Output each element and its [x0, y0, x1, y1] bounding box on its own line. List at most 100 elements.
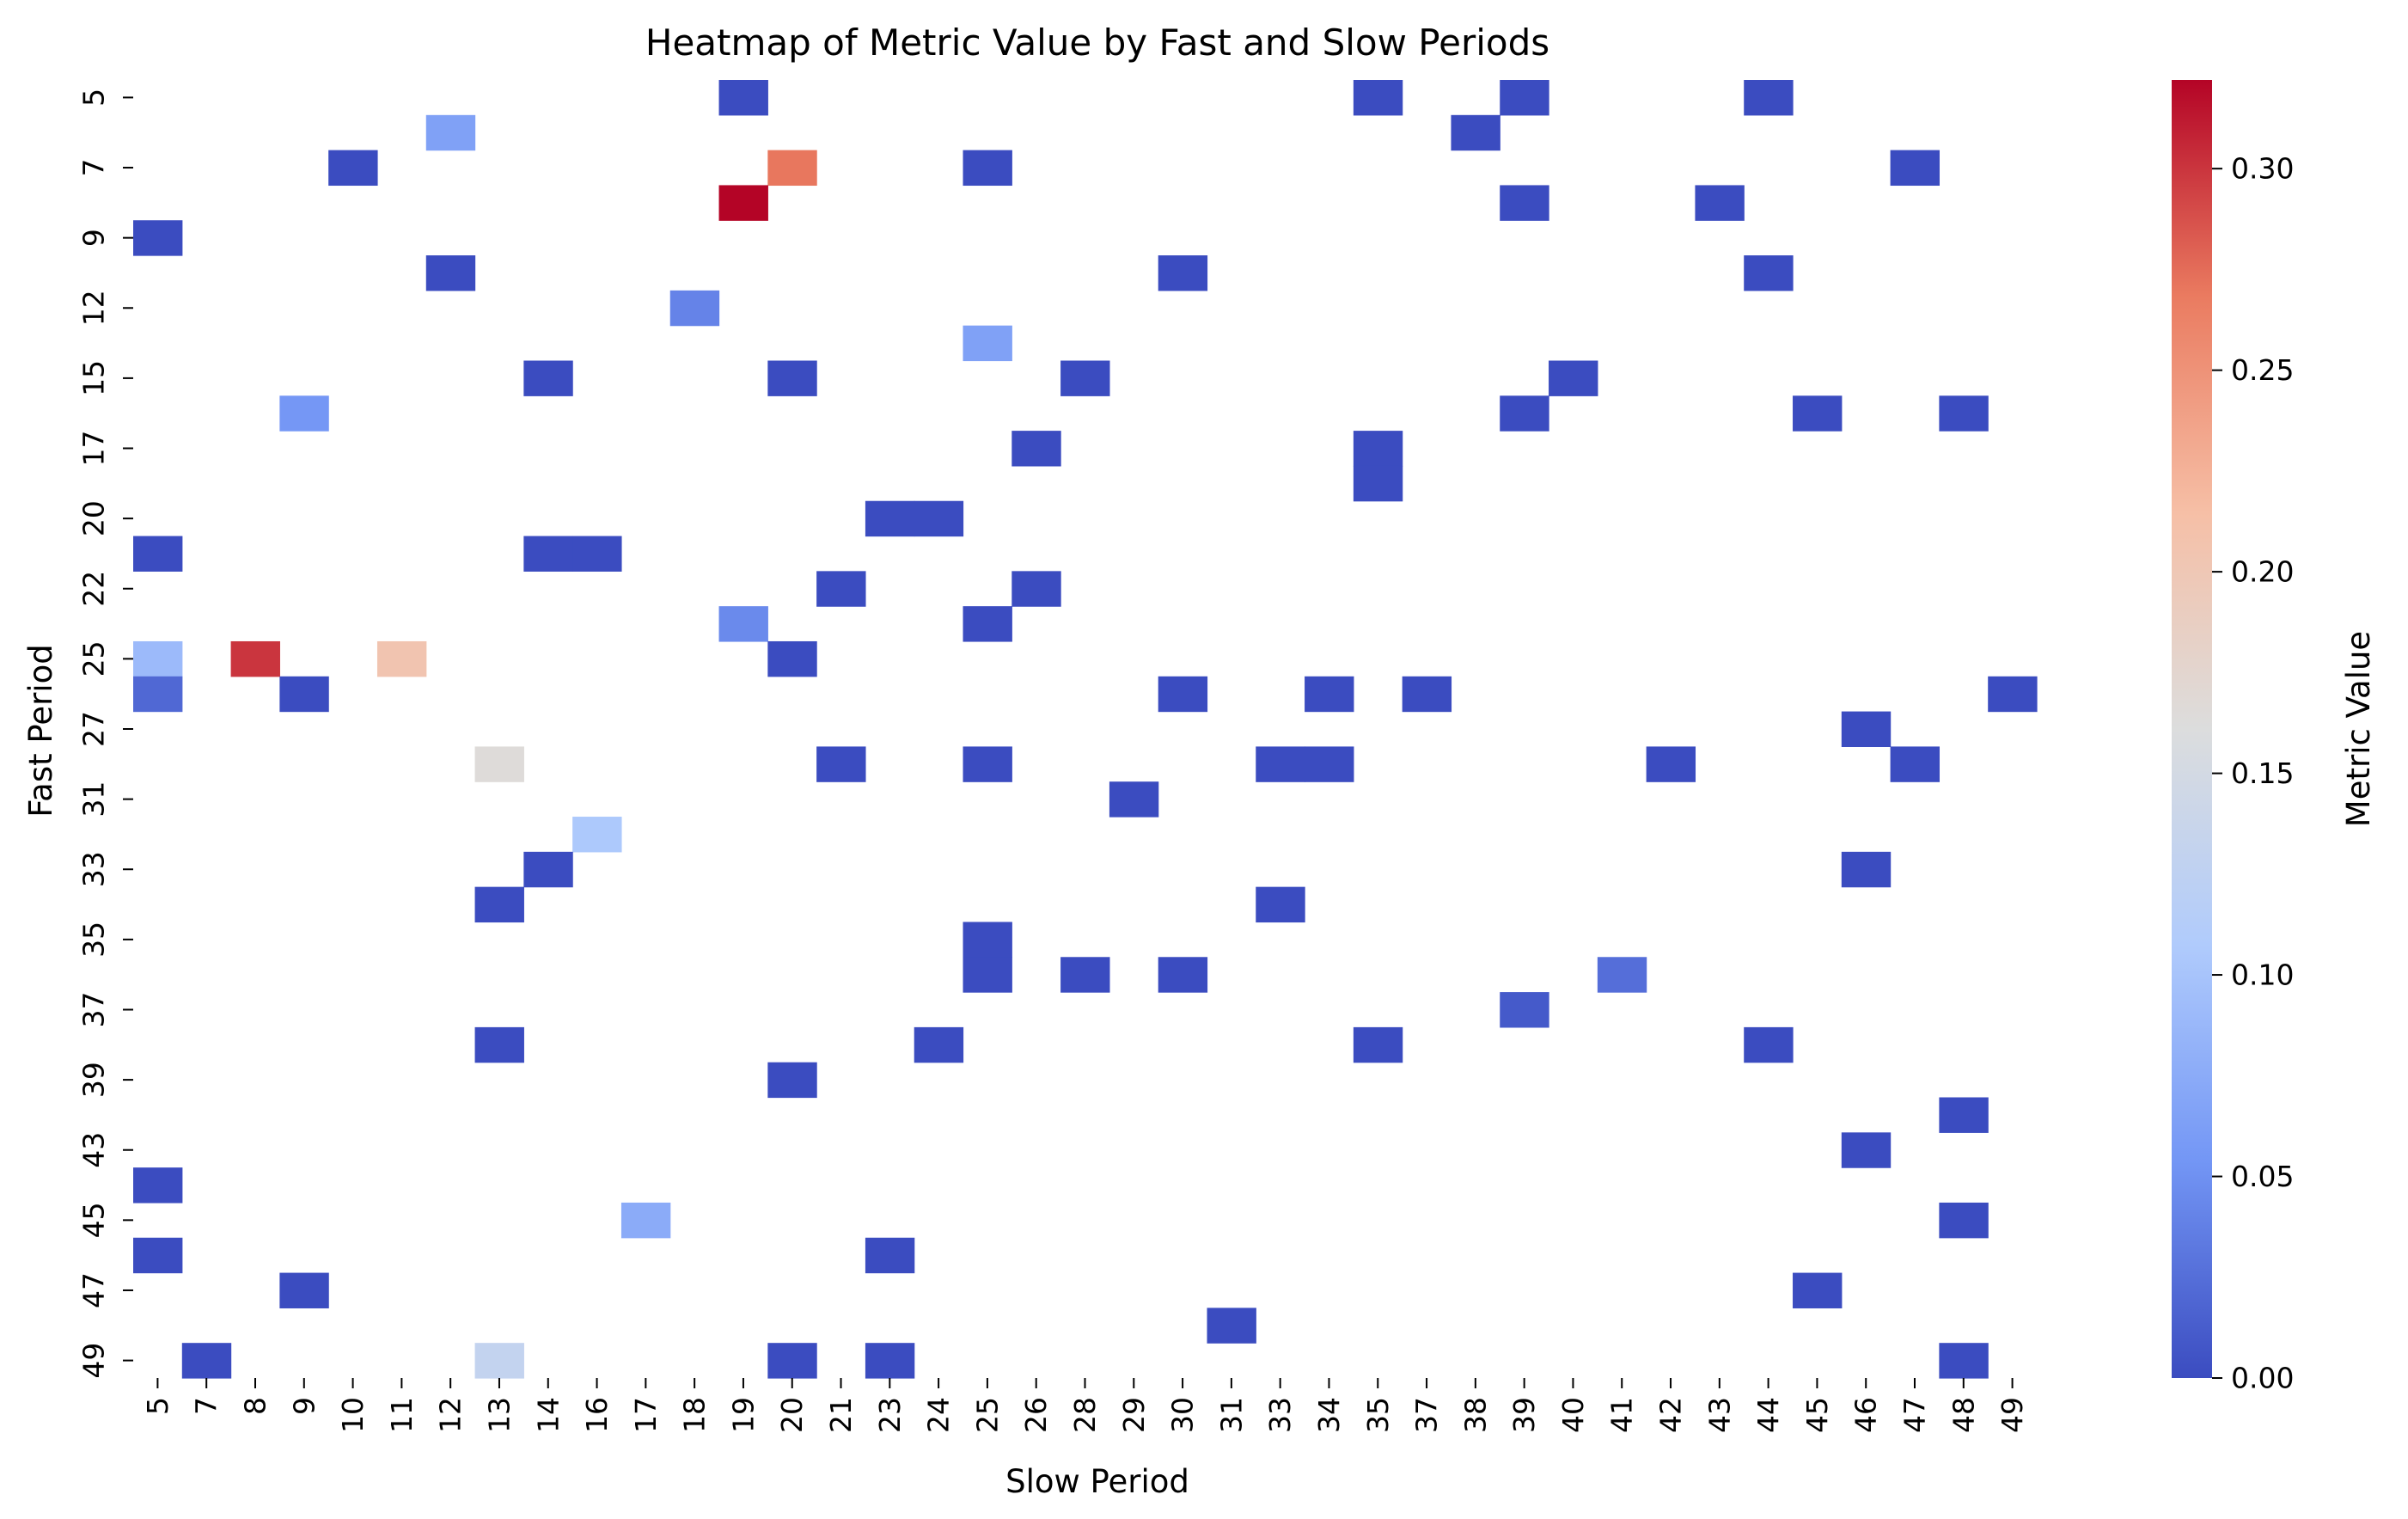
- heatmap-cell: [133, 676, 183, 713]
- heatmap-cell: [1060, 360, 1110, 396]
- heatmap-cell: [474, 886, 524, 923]
- y-tick-label: 15: [77, 360, 111, 396]
- heatmap-cell: [572, 817, 622, 853]
- heatmap-cell: [1695, 185, 1745, 221]
- x-axis-label: Slow Period: [1005, 1463, 1189, 1500]
- heatmap-cell: [1890, 746, 1940, 782]
- y-tick-label: 5: [77, 89, 111, 107]
- x-tick-label: 16: [580, 1397, 614, 1433]
- heatmap-cell: [181, 1343, 232, 1379]
- heatmap-cell: [963, 150, 1012, 187]
- x-tick-label: 38: [1458, 1397, 1492, 1433]
- heatmap-cell: [963, 922, 1012, 958]
- heatmap-cell: [279, 676, 329, 713]
- x-tick-label: 18: [678, 1397, 712, 1433]
- heatmap-cell: [133, 1167, 183, 1204]
- x-tick-label: 41: [1605, 1397, 1639, 1433]
- y-tick-label: 7: [77, 159, 111, 177]
- colorbar-tick-label: 0.25: [2231, 353, 2294, 387]
- y-tick-label: 25: [77, 640, 111, 677]
- heatmap-cell: [1158, 957, 1208, 993]
- y-tick-label: 22: [77, 571, 111, 607]
- heatmap-cell: [620, 1202, 671, 1239]
- y-tick-label: 49: [77, 1343, 111, 1379]
- heatmap-cell: [1793, 395, 1843, 432]
- x-tick-label: 44: [1751, 1397, 1785, 1433]
- heatmap-cell: [1353, 465, 1403, 502]
- heatmap-cell: [279, 395, 329, 432]
- x-tick-label: 40: [1556, 1397, 1590, 1433]
- heatmap-cell: [1500, 185, 1549, 221]
- heatmap-cell: [669, 290, 720, 327]
- heatmap-cell: [1646, 746, 1696, 782]
- x-tick-label: 43: [1702, 1397, 1736, 1433]
- heatmap-cell: [963, 606, 1012, 642]
- heatmap-cell: [1988, 676, 2038, 713]
- x-tick-label: 33: [1263, 1397, 1297, 1433]
- x-tick-label: 35: [1361, 1397, 1395, 1433]
- x-tick-label: 13: [482, 1397, 516, 1433]
- heatmap-cell: [474, 1026, 524, 1063]
- colorbar-tick-label: 0.00: [2231, 1362, 2294, 1395]
- heatmap-cell: [1109, 781, 1159, 818]
- heatmap-cell: [767, 640, 817, 677]
- heatmap-cell: [474, 1343, 524, 1379]
- x-tick-label: 47: [1898, 1397, 1932, 1433]
- heatmap-cell: [425, 114, 476, 151]
- x-tick-label: 12: [434, 1397, 468, 1433]
- heatmap-cell: [1500, 992, 1549, 1028]
- y-tick-label: 39: [77, 1062, 111, 1098]
- heatmap-cell: [1939, 1097, 1989, 1133]
- x-tick-label: 30: [1166, 1397, 1200, 1433]
- heatmap-cell: [1256, 886, 1305, 923]
- heatmap-cell: [865, 1343, 915, 1379]
- colorbar-tick-label: 0.30: [2231, 152, 2294, 186]
- colorbar-label: Metric Value: [2340, 631, 2377, 827]
- heatmap-cell: [474, 746, 524, 782]
- heatmap-cell: [1207, 1308, 1256, 1344]
- chart-title: Heatmap of Metric Value by Fast and Slow…: [645, 21, 1549, 64]
- x-tick-label: 17: [629, 1397, 663, 1433]
- heatmap-cell: [816, 571, 866, 607]
- heatmap-cell: [914, 500, 964, 537]
- y-tick-label: 47: [77, 1272, 111, 1308]
- heatmap-cell: [1158, 255, 1208, 291]
- x-tick-label: 34: [1312, 1397, 1346, 1433]
- heatmap-cell: [1597, 957, 1647, 993]
- heatmap-cell: [963, 957, 1012, 993]
- x-tick-label: 25: [970, 1397, 1004, 1433]
- heatmap-cell: [1890, 150, 1940, 187]
- heatmap-cell: [328, 150, 378, 187]
- y-tick-label: 35: [77, 922, 111, 958]
- heatmap-cell: [1451, 114, 1500, 151]
- heatmap-cell: [1158, 676, 1208, 713]
- x-tick-label: 9: [287, 1397, 321, 1415]
- heatmap-cell: [1256, 746, 1305, 782]
- heatmap-cell: [133, 220, 183, 256]
- colorbar-ticks: 0.00 0.05 0.10 0.15 0.20 0.25 0.30: [2212, 152, 2294, 1395]
- x-tick-label: 46: [1849, 1397, 1883, 1433]
- heatmap-cell: [767, 1343, 817, 1379]
- x-tick-label: 20: [775, 1397, 809, 1433]
- heatmap-cell: [1353, 1026, 1403, 1063]
- y-tick-label: 20: [77, 500, 111, 536]
- y-axis-label: Fast Period: [22, 644, 59, 817]
- heatmap-cell: [865, 1237, 915, 1274]
- heatmap-cell: [1793, 1272, 1843, 1308]
- x-tick-label: 49: [1995, 1397, 2029, 1433]
- x-tick-label: 14: [531, 1397, 565, 1433]
- y-tick-label: 43: [77, 1132, 111, 1168]
- heatmap-cell: [718, 80, 768, 116]
- heatmap-cells: [133, 80, 2038, 1379]
- heatmap-cell: [1939, 1343, 1989, 1379]
- heatmap-cell: [1744, 255, 1794, 291]
- heatmap-cell: [1060, 957, 1110, 993]
- heatmap-cell: [914, 1026, 964, 1063]
- colorbar-tick-label: 0.05: [2231, 1160, 2294, 1193]
- x-tick-label: 31: [1214, 1397, 1248, 1433]
- y-tick-label: 27: [77, 711, 111, 747]
- colorbar-tick-label: 0.20: [2231, 555, 2294, 589]
- x-tick-label: 5: [141, 1397, 174, 1415]
- colorbar-tick-label: 0.15: [2231, 756, 2294, 790]
- heatmap-cell: [1305, 676, 1354, 713]
